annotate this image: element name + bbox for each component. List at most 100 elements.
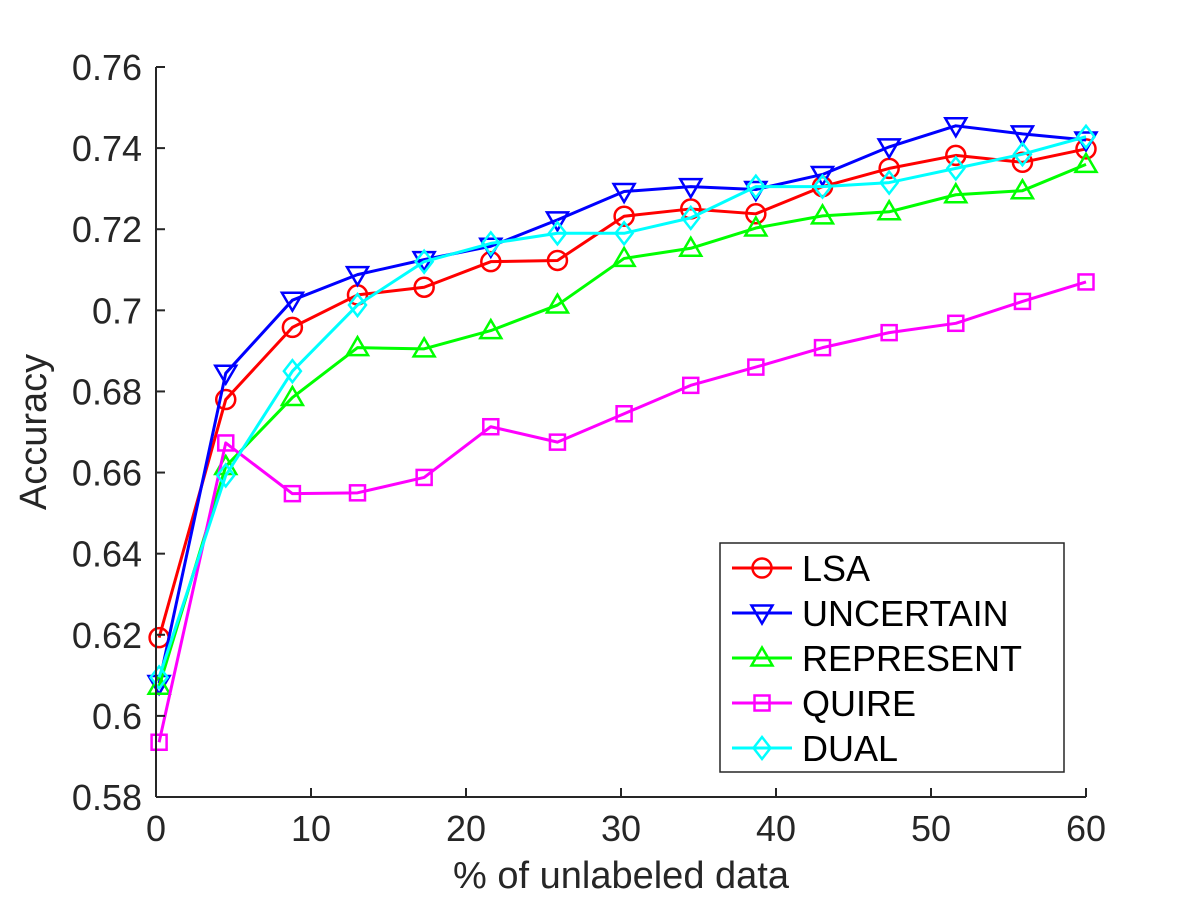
y-tick-label: 0.74 [72,128,142,169]
series-dual [149,123,1097,691]
data-point-uncertain [678,177,704,200]
data-point-quire [1077,273,1095,291]
data-point-quire [217,434,235,452]
data-point-represent [344,334,371,357]
legend-marker-represent [749,645,775,667]
data-point-represent [411,335,437,358]
series-line-uncertain [157,124,1087,684]
data-point-quire [947,314,965,333]
legend-marker-quire [753,694,771,712]
data-point-uncertain [1009,125,1036,147]
data-point-represent [478,317,504,340]
data-point-dual [480,230,501,257]
data-point-dual [812,173,833,200]
data-point-dual [1075,123,1097,150]
y-tick-label: 0.66 [72,453,142,494]
series-line-lsa [157,147,1087,639]
data-point-represent [544,292,571,314]
x-tick-label: 50 [911,808,951,849]
data-point-dual [414,248,435,275]
legend-item-uncertain: UNCERTAIN [732,593,1009,634]
legend-marker-lsa [751,557,773,579]
data-point-quire [747,358,765,376]
data-point-uncertain [344,265,371,288]
data-point-lsa [945,144,967,167]
x-axis-title: % of unlabeled data [453,855,790,897]
ticks-layer: 0 10 20 30 40 50 60 0.58 0.6 0.62 0.64 0.66 0.68 0.7 0… [72,47,1106,849]
data-point-uncertain [943,117,969,139]
x-tick-label: 10 [291,808,331,849]
legend-marker-dual [751,734,773,762]
data-point-dual [879,169,900,196]
legend-label-dual: DUAL [802,728,898,769]
data-point-quire [548,433,567,451]
data-point-uncertain [544,211,571,233]
y-axis-title: Accuracy [13,354,55,510]
data-point-dual [547,220,568,247]
x-tick-label: 30 [601,808,641,849]
data-point-quire [482,417,500,436]
data-point-uncertain [213,364,239,387]
data-point-lsa [480,250,502,273]
data-point-dual [945,155,966,182]
data-point-quire [1013,292,1032,311]
legend-label-represent: REPRESENT [802,638,1022,679]
data-point-represent [809,202,836,225]
data-point-uncertain [279,291,306,314]
series-line-represent [157,162,1087,687]
data-point-dual [745,173,766,200]
data-point-uncertain [876,138,902,160]
data-point-quire [880,323,898,342]
x-tick-label: 60 [1066,808,1106,849]
data-point-uncertain [611,182,637,205]
legend-label-lsa: LSA [802,548,870,589]
x-tick-label: 0 [146,808,166,849]
series-line-quire [157,280,1087,743]
data-point-represent [943,181,969,204]
series-lsa [148,138,1097,649]
data-point-dual [680,204,701,231]
series-quire [150,273,1095,751]
data-point-represent [1073,151,1099,174]
legend-item-represent: REPRESENT [732,638,1022,679]
y-tick-label: 0.62 [72,615,142,656]
data-point-lsa [413,276,435,298]
data-point-lsa [613,205,635,227]
series-represent [146,151,1099,696]
data-point-represent [876,198,902,221]
data-point-represent [678,235,704,258]
y-tick-label: 0.6 [92,696,142,737]
data-point-quire [150,733,168,751]
x-tick-label: 20 [446,808,486,849]
data-point-dual [1012,141,1033,168]
x-tick-label: 40 [756,808,796,849]
y-tick-label: 0.64 [72,534,142,575]
data-point-dual [215,462,236,489]
data-point-uncertain [809,165,836,188]
data-point-lsa [546,249,569,272]
series-line-dual [157,135,1087,678]
data-point-quire [682,376,700,395]
data-point-quire [415,468,433,487]
legend-item-dual: DUAL [732,728,898,769]
y-tick-label: 0.58 [72,777,142,818]
legend-item-quire: QUIRE [732,683,916,724]
legend-label-uncertain: UNCERTAIN [802,593,1009,634]
y-tick-label: 0.76 [72,47,142,88]
data-point-represent [279,384,306,407]
data-point-quire [813,338,832,357]
y-tick-label: 0.68 [72,371,142,412]
data-point-lsa [215,388,237,411]
data-point-lsa [281,316,304,339]
legend-label-quire: QUIRE [802,683,916,724]
data-point-dual [347,292,368,319]
data-point-quire [348,484,367,502]
y-tick-label: 0.72 [72,209,142,250]
data-point-represent [146,673,172,696]
data-point-represent [1009,177,1036,200]
data-point-quire [615,405,633,423]
y-tick-label: 0.7 [92,290,142,331]
data-point-represent [743,215,769,237]
